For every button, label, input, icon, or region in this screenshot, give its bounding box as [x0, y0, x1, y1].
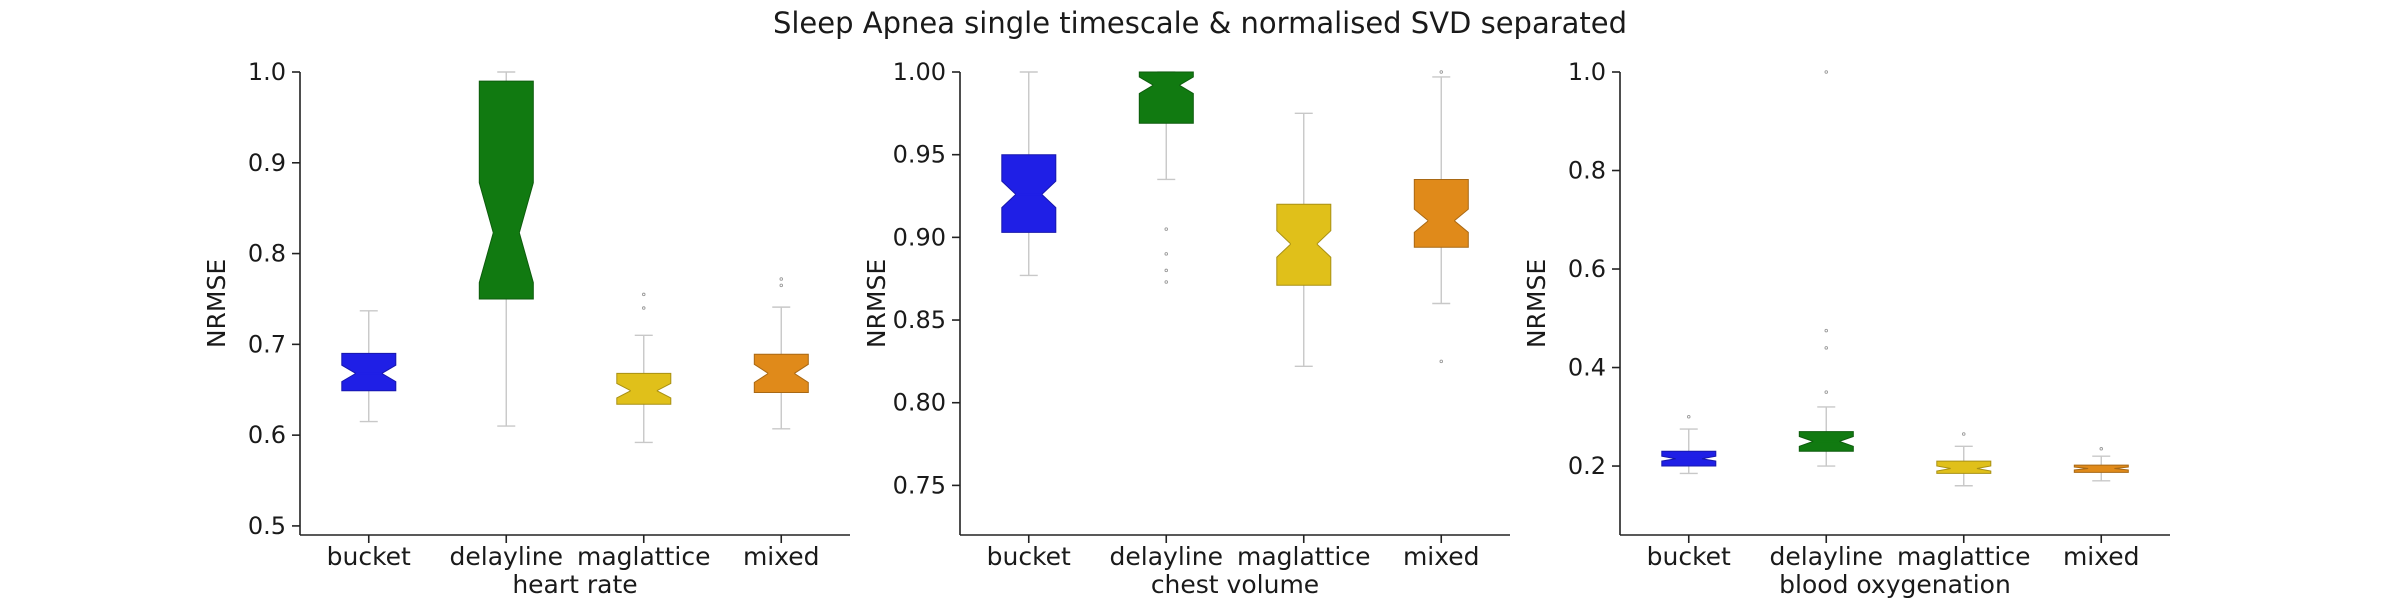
box-delayline	[478, 71, 534, 427]
box-maglattice	[1936, 432, 1992, 487]
x-axis-label: heart rate	[512, 570, 637, 599]
flier-point	[1164, 280, 1168, 284]
box-body	[1138, 71, 1194, 124]
box-body	[616, 372, 672, 405]
x-tick-label: mixed	[2063, 542, 2140, 571]
box-mixed	[753, 277, 809, 430]
y-axis-label: NRMSE	[202, 259, 231, 348]
box-mixed	[1413, 70, 1469, 364]
x-tick-label: maglattice	[577, 542, 710, 571]
x-tick-label: bucket	[987, 542, 1071, 571]
x-tick-label: maglattice	[1897, 542, 2030, 571]
y-tick-label: 1.0	[248, 58, 286, 86]
x-tick-label: delayline	[450, 542, 563, 571]
box-body	[341, 352, 397, 392]
subplot-1: 0.5 0.6 0.7 0.8 0.9 1.0 NRMSE bucket delayline ma…	[202, 58, 850, 599]
x-axis-label: blood oxygenation	[1779, 570, 2011, 599]
x-tick-label: delayline	[1110, 542, 1223, 571]
box-mixed	[2073, 447, 2129, 482]
y-tick-label: 0.90	[893, 223, 946, 251]
y-tick-label: 0.4	[1568, 354, 1606, 382]
box-body	[1936, 460, 1992, 474]
box-delayline	[1138, 71, 1194, 284]
box-body	[1413, 179, 1469, 248]
y-tick-label: 0.9	[248, 149, 286, 177]
y-tick-label: 0.8	[1568, 157, 1606, 185]
box-bucket	[1001, 71, 1057, 277]
flier-point	[1824, 390, 1828, 394]
subplot-3: 0.2 0.4 0.6 0.8 1.0 NRMSE bucket delayline magla…	[1522, 58, 2170, 599]
flier-point	[1164, 252, 1168, 256]
box-body	[1276, 203, 1332, 286]
y-tick-label: 0.85	[893, 306, 946, 334]
box-bucket	[341, 310, 397, 423]
flier-point	[1824, 346, 1828, 350]
flier-point	[779, 283, 784, 288]
y-tick-label: 0.75	[893, 471, 946, 499]
x-tick-label: mixed	[743, 542, 820, 571]
x-tick-label: bucket	[327, 542, 411, 571]
box-body	[1001, 154, 1057, 233]
y-tick-label: 0.5	[248, 512, 286, 540]
box-maglattice	[616, 292, 672, 444]
y-tick-label: 0.95	[893, 141, 946, 169]
flier-point	[1164, 227, 1168, 231]
y-tick-label: 0.6	[248, 421, 286, 449]
x-axis-label: chest volume	[1151, 570, 1319, 599]
y-tick-label: 1.0	[1568, 58, 1606, 86]
flier-point	[1439, 359, 1443, 364]
flier-point	[642, 306, 646, 310]
subplot-2: 0.75 0.80 0.85 0.90 0.95 1.00 NRMSE bucket delay…	[862, 58, 1510, 599]
flier-point	[779, 277, 784, 281]
x-tick-label: bucket	[1647, 542, 1731, 571]
y-axis-label: NRMSE	[1522, 259, 1551, 348]
y-tick-label: 0.8	[248, 240, 286, 268]
y-tick-label: 0.2	[1568, 452, 1606, 480]
x-tick-label: delayline	[1770, 542, 1883, 571]
x-tick-label: maglattice	[1237, 542, 1370, 571]
flier-point	[642, 292, 646, 297]
box-maglattice	[1276, 112, 1332, 368]
box-body	[478, 80, 534, 300]
y-tick-label: 0.6	[1568, 255, 1606, 283]
figure-title: Sleep Apnea single timescale & normalise…	[772, 6, 1628, 40]
flier-point	[1824, 328, 1828, 333]
flier-point	[1824, 70, 1828, 74]
flier-point	[1164, 268, 1168, 273]
box-bucket	[1661, 415, 1717, 475]
y-tick-label: 0.7	[248, 330, 286, 358]
box-delayline	[1798, 70, 1854, 467]
flier-point	[1439, 70, 1443, 74]
flier-point	[1961, 432, 1966, 436]
y-axis-label: NRMSE	[862, 259, 891, 348]
y-tick-label: 1.00	[893, 58, 946, 86]
flier-point	[1686, 415, 1691, 419]
x-tick-label: mixed	[1403, 542, 1480, 571]
y-tick-label: 0.80	[893, 389, 946, 417]
flier-point	[2099, 447, 2103, 451]
